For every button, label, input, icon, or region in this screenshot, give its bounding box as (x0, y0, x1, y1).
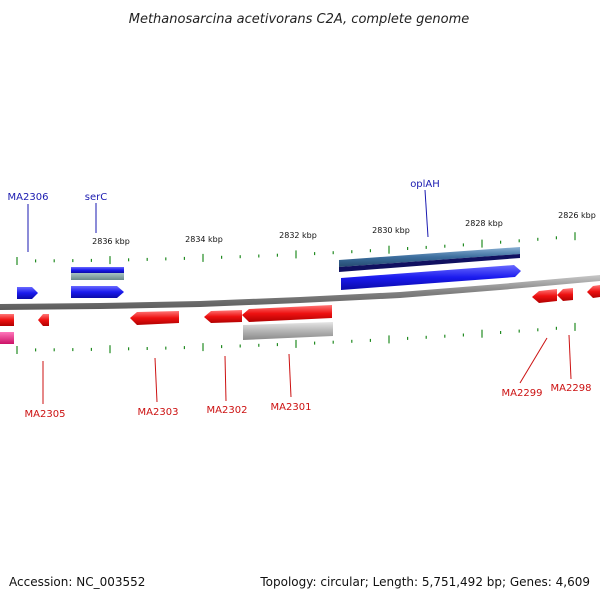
gene-oplAH (341, 265, 521, 290)
gene-labels: MA2306 serC oplAH MA2305 MA2303 MA2302 M… (8, 179, 592, 420)
label-MA2305: MA2305 (25, 409, 66, 420)
leader-MA2299 (519, 337, 548, 384)
scale-labels: 2836 kbp 2834 kbp 2832 kbp 2830 kbp 2828… (92, 211, 596, 246)
label-leaders (27, 189, 572, 404)
gene-MA2302 (204, 310, 242, 323)
scale-ticks-top (16, 232, 576, 265)
orf-oplAH-dark (339, 254, 520, 272)
gene-serC (71, 286, 124, 298)
label-MA2301: MA2301 (271, 402, 312, 413)
reverse-strand-features (0, 285, 600, 344)
forward-strand-features (17, 247, 521, 299)
gene-right-edge (587, 285, 600, 298)
label-MA2306: MA2306 (8, 192, 49, 203)
leader-oplAH (424, 189, 429, 238)
label-oplAH: oplAH (410, 179, 440, 190)
gene-MA2299 (532, 289, 557, 303)
scale-label-2830: 2830 kbp (372, 226, 410, 235)
gene-MA2303 (130, 311, 179, 325)
orf-serC-top (71, 267, 124, 273)
leader-MA2303 (154, 357, 158, 403)
leader-MA2298 (568, 334, 572, 380)
scale-label-2834: 2834 kbp (185, 235, 223, 244)
gene-MA2305 (38, 314, 49, 326)
genome-backbone (0, 275, 600, 310)
scale-label-2828: 2828 kbp (465, 219, 503, 228)
leader-MA2301 (288, 353, 292, 398)
gene-magenta-left (0, 332, 14, 344)
gene-left-edge (0, 314, 14, 326)
orf-oplAH-steel (339, 247, 520, 267)
label-MA2298: MA2298 (551, 383, 592, 394)
label-serC: serC (85, 192, 107, 203)
scale-ticks-bottom (16, 322, 576, 354)
scale-label-2832: 2832 kbp (279, 231, 317, 240)
label-MA2302: MA2302 (207, 405, 248, 416)
leader-MA2302 (224, 355, 227, 402)
genome-summary-text: Topology: circular; Length: 5,751,492 bp… (260, 575, 590, 589)
gene-MA2306 (17, 287, 38, 299)
orf-MA2301-gray (243, 322, 333, 340)
accession-text: Accession: NC_003552 (9, 575, 146, 589)
map-title: Methanosarcina acetivorans C2A, complete… (129, 12, 470, 27)
label-MA2299: MA2299 (502, 388, 543, 399)
scale-label-2826: 2826 kbp (558, 211, 596, 220)
gene-MA2301 (242, 305, 332, 322)
orf-serC-gray (71, 273, 124, 280)
label-MA2303: MA2303 (138, 407, 179, 418)
gene-MA2298 (557, 288, 573, 301)
scale-label-2836: 2836 kbp (92, 237, 130, 246)
